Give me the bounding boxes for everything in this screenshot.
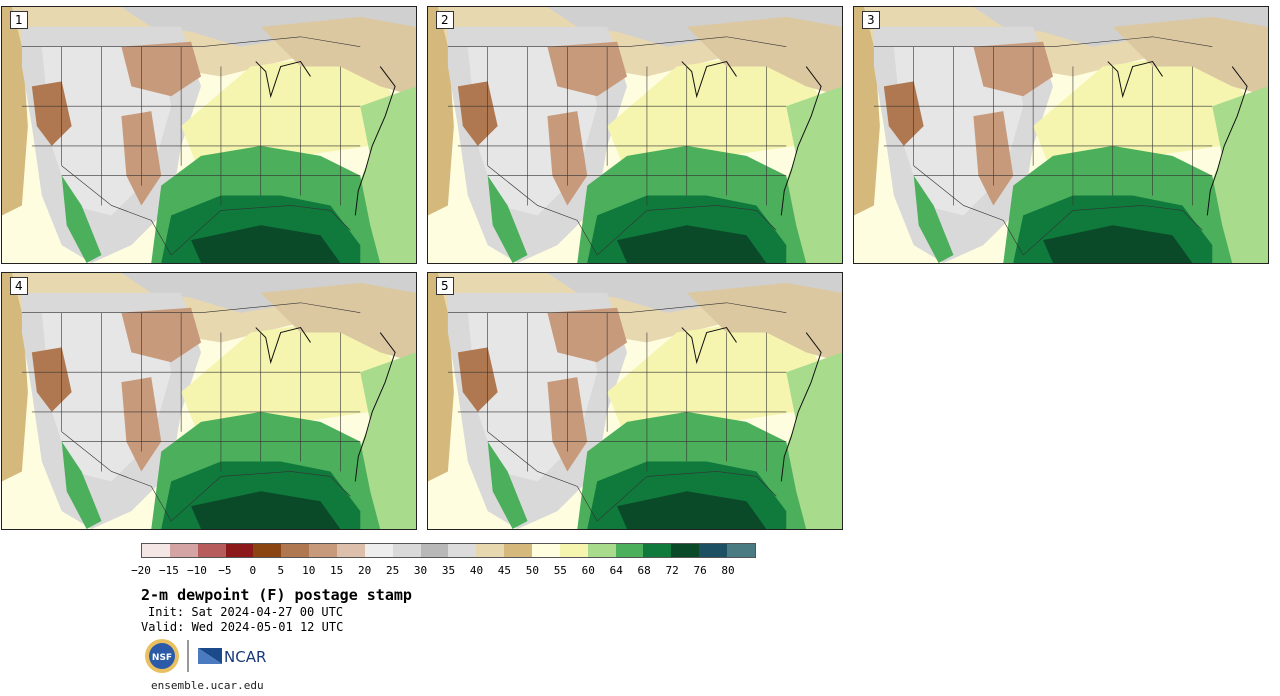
colorbar-tick-label: 10 [302, 564, 316, 577]
colorbar-segment [615, 544, 644, 557]
panel-label: 3 [862, 11, 880, 29]
colorbar-tick-label: 40 [469, 564, 484, 577]
colorbar-segment [142, 544, 170, 557]
colorbar-tick-label: 0 [249, 564, 257, 577]
colorbar-segment [671, 544, 700, 557]
colorbar-tick-label: 20 [358, 564, 372, 577]
site-url: ensemble.ucar.edu [151, 679, 264, 692]
colorbar-tick-label: −15 [159, 564, 179, 577]
colorbar-segment [448, 544, 477, 557]
colorbar-segment [392, 544, 421, 557]
colorbar-segment [337, 544, 365, 557]
map-panel-3: 3 [853, 6, 1269, 264]
map-panel-1: 1 [1, 6, 417, 264]
colorbar-tick-label: 72 [665, 564, 679, 577]
colorbar-tick-label: 30 [413, 564, 428, 577]
colorbar-segment [420, 544, 449, 557]
colorbar-tick-label: −10 [186, 564, 207, 577]
colorbar-tick-label: 35 [441, 564, 456, 577]
colorbar-tick-label: 60 [581, 564, 595, 577]
map-panel-2: 2 [427, 6, 843, 264]
panel-label: 2 [436, 11, 454, 29]
nsf-logo-icon: NSF [145, 639, 179, 673]
init-time: Init: Sat 2024-04-27 00 UTC [148, 605, 344, 619]
colorbar-segment [532, 544, 560, 557]
panel-label: 4 [10, 277, 28, 295]
colorbar [141, 543, 756, 558]
colorbar-tick-label: 45 [497, 564, 512, 577]
colorbar-segment [643, 544, 672, 557]
colorbar-tick-label: 5 [277, 564, 285, 577]
colorbar-ticks: −20 −15 −10 −5 0 5 10 15 20 25 30 35 40 45 50 55 60 64 68 7… [131, 564, 756, 578]
panel-label: 5 [436, 277, 454, 295]
ncar-logo-icon: NCAR [198, 648, 266, 666]
colorbar-tick-label: −20 [131, 564, 151, 577]
colorbar-segment [587, 544, 616, 557]
colorbar-segment [699, 544, 728, 557]
colorbar-segment [309, 544, 338, 557]
colorbar-tick-label: 55 [553, 564, 567, 577]
colorbar-tick-label: −5 [218, 564, 232, 577]
colorbar-segment [364, 544, 393, 557]
colorbar-segment [197, 544, 226, 557]
panel-label: 1 [10, 11, 28, 29]
colorbar-tick-label: 68 [637, 564, 651, 577]
colorbar-tick-label: 64 [609, 564, 623, 577]
colorbar-segment [504, 544, 533, 557]
logos: NSF NCAR [145, 639, 266, 673]
colorbar-segment [281, 544, 310, 557]
colorbar-segment [169, 544, 198, 557]
nsf-text: NSF [152, 653, 172, 663]
colorbar-segment [225, 544, 254, 557]
colorbar-segment [253, 544, 282, 557]
map-panel-4: 4 [1, 272, 417, 530]
colorbar-tick-label: 80 [721, 564, 735, 577]
colorbar-segment [559, 544, 588, 557]
valid-time: Valid: Wed 2024-05-01 12 UTC [141, 620, 344, 634]
colorbar-tick-label: 50 [525, 564, 539, 577]
colorbar-tick-label: 25 [385, 564, 400, 577]
page-title: 2-m dewpoint (F) postage stamp [141, 586, 412, 604]
colorbar-tick-label: 15 [330, 564, 344, 577]
colorbar-segment [727, 544, 755, 557]
colorbar-tick-label: 76 [693, 564, 707, 577]
colorbar-segment [476, 544, 505, 557]
ncar-text: NCAR [224, 648, 266, 666]
map-panel-5: 5 [427, 272, 843, 530]
